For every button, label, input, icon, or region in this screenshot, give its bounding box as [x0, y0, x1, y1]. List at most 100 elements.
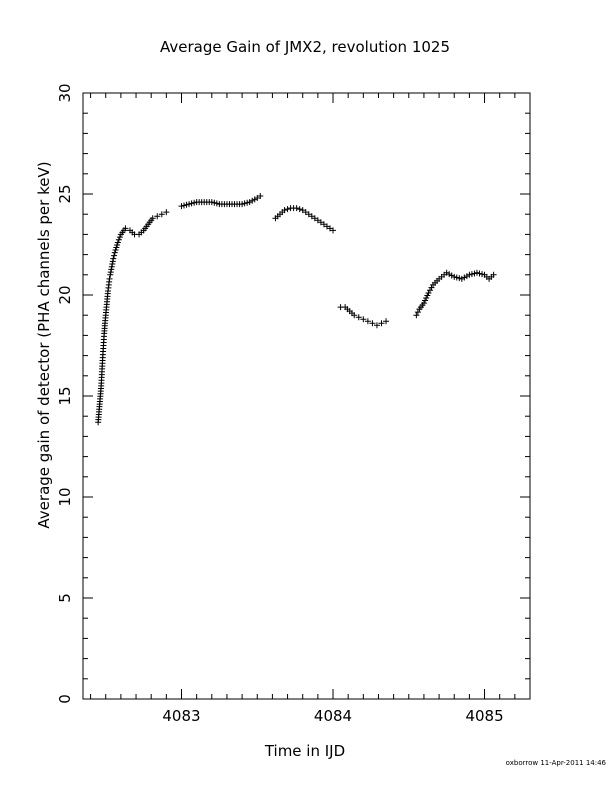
data-point: [373, 322, 380, 329]
data-point: [311, 215, 318, 222]
data-point: [355, 314, 362, 321]
data-point: [122, 225, 129, 232]
data-point: [111, 249, 118, 256]
data-point: [107, 271, 114, 278]
data-point: [211, 199, 218, 206]
data-point: [154, 213, 161, 220]
data-point: [244, 199, 251, 206]
data-point: [364, 318, 371, 325]
data-point: [302, 209, 309, 216]
chart-title: Average Gain of JMX2, revolution 1025: [160, 38, 450, 56]
data-point: [108, 263, 115, 270]
data-point: [246, 199, 253, 206]
data-point: [181, 202, 188, 209]
data-point: [213, 200, 220, 207]
data-point: [112, 247, 119, 254]
data-point: [284, 206, 291, 213]
y-tick-label: 15: [56, 386, 74, 405]
data-point: [320, 221, 327, 228]
data-point: [428, 284, 435, 291]
y-tick-label: 25: [56, 184, 74, 203]
data-point: [424, 292, 431, 299]
data-point: [461, 274, 468, 281]
data-point: [476, 270, 483, 277]
data-point: [330, 227, 337, 234]
x-tick-label: 4083: [162, 707, 200, 725]
data-point: [149, 215, 156, 222]
y-tick-labels: 0 5 10 15 20 25 30: [56, 83, 74, 703]
data-point: [471, 270, 478, 277]
data-point: [106, 275, 113, 282]
plot-frame: [82, 92, 531, 700]
data-point: [422, 297, 429, 304]
data-point: [114, 242, 121, 249]
y-tick-label: 0: [56, 694, 74, 704]
data-point: [466, 271, 473, 278]
data-point: [186, 201, 193, 208]
data-point: [257, 193, 264, 200]
data-point: [414, 309, 421, 316]
data-point: [326, 225, 333, 232]
data-point: [317, 219, 324, 226]
data-point: [293, 205, 300, 212]
data-point: [115, 236, 122, 243]
data-point: [183, 201, 190, 208]
data-point: [254, 195, 261, 202]
data-point: [323, 223, 330, 230]
data-point: [109, 261, 116, 268]
data-point: [296, 206, 303, 213]
data-point: [420, 300, 427, 307]
data-point: [108, 266, 115, 273]
data-point: [453, 274, 460, 281]
data-point: [378, 320, 385, 327]
data-point: [299, 207, 306, 214]
data-point: [446, 271, 453, 278]
data-point: [383, 318, 390, 325]
data-point: [360, 316, 367, 323]
data-point: [413, 312, 420, 319]
data-point: [443, 269, 450, 276]
data-point: [468, 271, 475, 278]
y-tick-label: 20: [56, 285, 74, 304]
data-point: [308, 213, 315, 220]
data-point: [107, 269, 114, 276]
data-point: [458, 275, 465, 282]
x-tick-label: 4084: [314, 707, 352, 725]
y-tick-label: 30: [56, 83, 74, 102]
data-point: [251, 196, 258, 203]
x-tick-labels: 4083 4084 4085: [162, 707, 503, 725]
data-point: [241, 200, 248, 207]
data-point: [114, 239, 121, 246]
data-point: [473, 269, 480, 276]
y-tick-label: 10: [56, 487, 74, 506]
data-point: [456, 275, 463, 282]
data-point: [158, 211, 165, 218]
data-point: [426, 287, 433, 294]
data-point: [369, 320, 376, 327]
data-point: [314, 217, 321, 224]
data-point: [305, 211, 312, 218]
data-point: [423, 295, 430, 302]
data-point: [109, 258, 116, 265]
data-point: [249, 197, 256, 204]
x-axis-label: Time in IJD: [264, 742, 345, 760]
data-point: [191, 199, 198, 206]
data-point: [113, 244, 120, 251]
data-point: [463, 273, 470, 280]
data-point: [351, 312, 358, 319]
data-point: [116, 234, 123, 241]
data-point: [448, 272, 455, 279]
data-point: [239, 201, 246, 208]
data-point: [208, 199, 215, 206]
y-axis-label: Average gain of detector (PHA channels p…: [35, 161, 53, 528]
data-point: [188, 200, 195, 207]
data-point: [178, 203, 185, 210]
footer-credit: oxborrow 11-Apr-2011 14:46: [505, 759, 606, 767]
data-point: [479, 271, 486, 278]
data-point: [111, 252, 118, 259]
x-tick-label: 4085: [465, 707, 503, 725]
data-point: [281, 207, 288, 214]
data-point: [451, 273, 458, 280]
axis-ticks: [83, 92, 531, 700]
